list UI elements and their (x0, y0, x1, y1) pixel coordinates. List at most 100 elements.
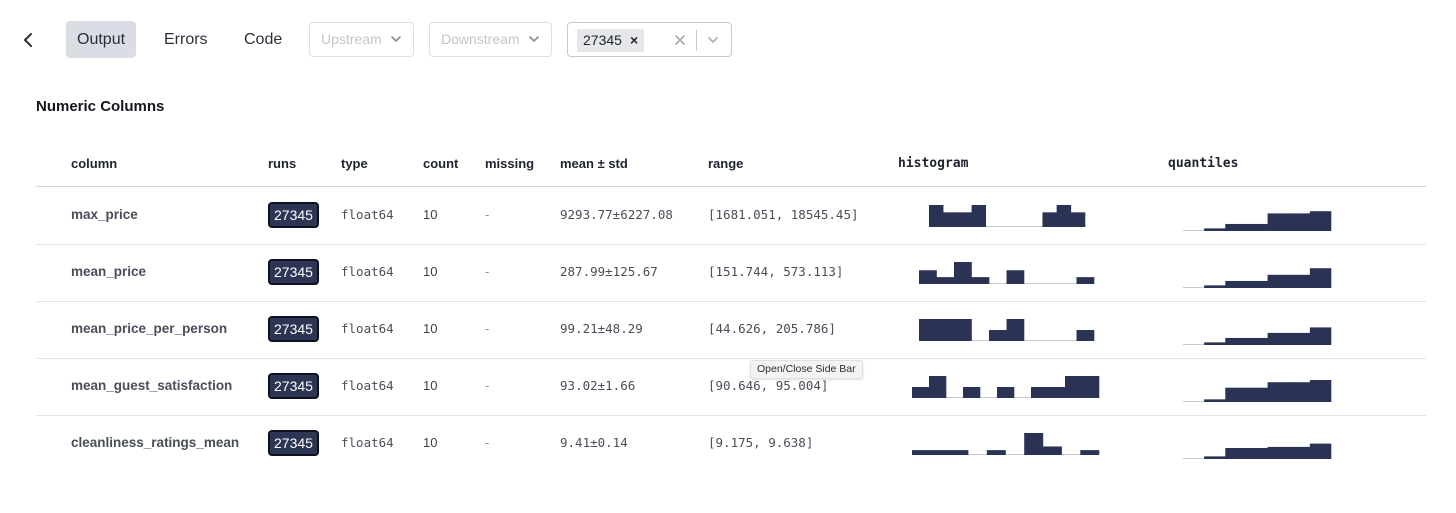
quantile-step (1288, 382, 1311, 402)
column-missing: - (485, 435, 490, 450)
tab-code[interactable]: Code (244, 31, 283, 48)
selected-run-label: 27345 (583, 32, 622, 48)
tab-errors[interactable]: Errors (164, 31, 208, 48)
column-name: mean_price (71, 264, 147, 279)
back-button[interactable] (14, 26, 42, 54)
run-badge[interactable]: 27345 (268, 430, 319, 456)
table-row: mean_price 27345 float64 10 - 287.99±125.67 [1… (0, 244, 1456, 301)
tab-output[interactable]: Output (66, 21, 137, 58)
quantile-step (1204, 399, 1226, 402)
histogram-bar (1048, 387, 1066, 398)
histogram-bar (929, 205, 944, 227)
run-badge[interactable]: 27345 (268, 316, 319, 342)
quantile-step (1246, 223, 1268, 231)
quantile-step (1309, 211, 1332, 231)
histogram-bar (1024, 433, 1044, 455)
select-divider (696, 30, 697, 51)
column-type: float64 (341, 378, 394, 393)
quantile-step (1288, 274, 1311, 288)
column-range: [44.626, 205.786] (708, 321, 836, 336)
quantile-step (1246, 448, 1268, 459)
quantile-step (1246, 280, 1268, 288)
column-type: float64 (341, 264, 394, 279)
quantile-step (1204, 456, 1226, 459)
downstream-select[interactable]: Downstream (429, 22, 552, 57)
histogram-bar (954, 319, 972, 341)
quantile-step (1225, 223, 1247, 231)
histogram-bar (1006, 319, 1025, 341)
quantile-step (1309, 380, 1332, 402)
quantile-step (1267, 446, 1290, 459)
header-runs: runs (268, 156, 297, 171)
histogram-bar (971, 277, 990, 284)
quantile-step (1288, 213, 1311, 231)
quantile-step (1309, 443, 1332, 459)
table-row: mean_price_per_person 27345 float64 10 - 99.2… (0, 301, 1456, 358)
quantile-step (1267, 332, 1290, 345)
histogram-bar (912, 450, 931, 455)
quantiles-chart (1183, 443, 1332, 459)
histogram-bar (919, 319, 937, 341)
column-range: [1681.051, 18545.45] (708, 207, 859, 222)
column-mean-std: 287.99±125.67 (560, 264, 658, 279)
chevron-down-icon[interactable] (706, 33, 720, 47)
histogram-bar (1031, 387, 1049, 398)
column-mean-std: 99.21±48.29 (560, 321, 643, 336)
column-missing: - (485, 264, 490, 279)
run-badge[interactable]: 27345 (268, 202, 319, 228)
header-missing: missing (485, 156, 535, 171)
clear-icon[interactable] (672, 32, 688, 48)
quantiles-chart (1183, 327, 1332, 345)
quantile-step (1204, 342, 1226, 345)
histogram-bar (936, 319, 955, 341)
histogram-chart (912, 376, 1100, 398)
quantile-step (1288, 332, 1311, 345)
toolbar: Output Errors Code Upstream Downstream 2… (0, 0, 1456, 80)
column-count: 10 (423, 264, 438, 279)
quantile-step (1309, 327, 1332, 345)
histogram-bar (1042, 446, 1062, 455)
column-name: mean_guest_satisfaction (71, 378, 233, 393)
histogram-bar (1076, 330, 1095, 341)
row-divider (36, 415, 1426, 416)
histogram-bar (912, 387, 930, 398)
column-mean-std: 93.02±1.66 (560, 378, 636, 393)
quantile-step (1267, 274, 1290, 288)
histogram-bar (971, 205, 987, 227)
histogram-bar (989, 330, 1007, 341)
run-badge[interactable]: 27345 (268, 259, 319, 285)
column-type: float64 (341, 435, 394, 450)
header-mean-std: mean ± std (560, 156, 628, 171)
header-count: count (423, 156, 459, 171)
histogram-chart (919, 262, 1095, 284)
column-missing: - (485, 378, 490, 393)
quantile-step (1267, 382, 1290, 402)
table-row: max_price 27345 float64 10 - 9293.77±6227.08 [… (0, 187, 1456, 244)
histogram-bar (1080, 450, 1100, 455)
run-select[interactable]: 27345 × (567, 22, 732, 57)
histogram-bar (943, 212, 958, 227)
histogram-chart (929, 205, 1086, 227)
remove-run-icon[interactable]: × (629, 32, 639, 48)
histogram-bar (1082, 376, 1100, 398)
histogram-bar (997, 387, 1015, 398)
column-range: [151.744, 573.113] (708, 264, 844, 279)
quantile-step (1204, 228, 1226, 231)
quantile-step (1267, 213, 1290, 231)
header-column: column (71, 156, 118, 171)
histogram-bar (929, 376, 947, 398)
histogram-bar (1065, 376, 1083, 398)
table-row: cleanliness_ratings_mean 27345 float64 10 - 9… (0, 415, 1456, 472)
row-divider (36, 301, 1426, 302)
histogram-bar (957, 212, 972, 227)
histogram-bar (930, 450, 950, 455)
run-badge[interactable]: 27345 (268, 373, 319, 399)
histogram-bar (1042, 212, 1057, 227)
quantile-step (1225, 337, 1247, 345)
header-type: type (341, 156, 368, 171)
upstream-select[interactable]: Upstream (309, 22, 414, 57)
header-range: range (708, 156, 744, 171)
quantile-step (1246, 387, 1268, 402)
chevron-down-icon (529, 36, 539, 42)
column-mean-std: 9.41±0.14 (560, 435, 628, 450)
